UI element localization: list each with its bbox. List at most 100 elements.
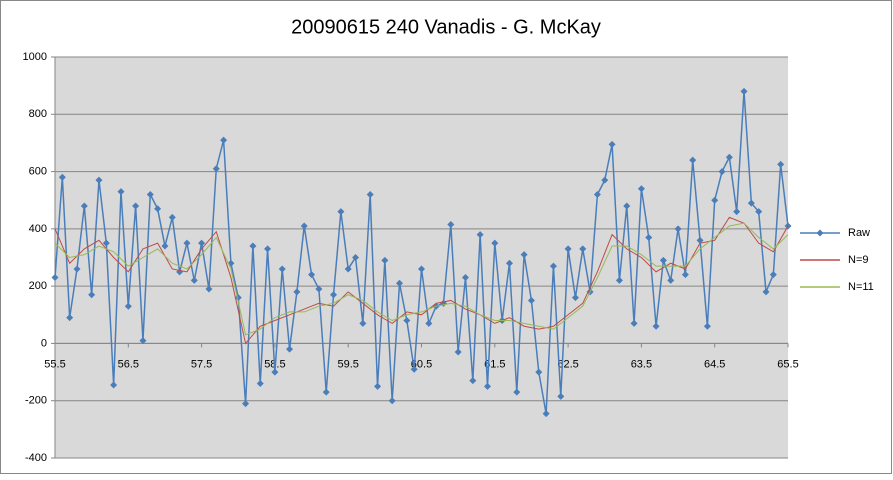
y-tick-label: 800: [29, 108, 47, 120]
data-point: [80, 202, 88, 210]
data-point: [264, 245, 272, 253]
data-point: [762, 288, 770, 296]
y-tick-label: 0: [41, 337, 47, 349]
data-point: [300, 222, 308, 230]
data-point: [256, 380, 264, 388]
y-tick-label: 200: [29, 280, 47, 292]
data-point: [476, 231, 484, 239]
data-point: [366, 190, 374, 198]
data-point: [681, 271, 689, 279]
data-point: [344, 265, 352, 273]
data-point: [652, 322, 660, 330]
data-point: [286, 345, 294, 353]
data-point: [608, 140, 616, 148]
x-tick-label: 56.5: [118, 358, 139, 370]
data-point: [58, 173, 66, 181]
data-point: [718, 168, 726, 176]
y-tick-label: -200: [25, 395, 47, 407]
data-point: [315, 285, 323, 293]
data-point: [777, 160, 785, 168]
plot-area: [55, 57, 788, 458]
data-point: [601, 176, 609, 184]
data-point: [51, 274, 59, 282]
series-line: [54, 222, 789, 336]
data-point: [146, 190, 154, 198]
legend-marker: [816, 229, 824, 237]
x-tick-label: 59.5: [337, 358, 358, 370]
data-point: [557, 392, 565, 400]
chart-title: 20090615 240 Vanadis - G. McKay: [291, 16, 601, 38]
data-point: [352, 254, 360, 261]
data-point: [212, 165, 220, 173]
data-point: [630, 319, 638, 327]
data-point: [513, 388, 521, 396]
data-point: [154, 205, 162, 213]
data-point: [483, 382, 491, 390]
data-point: [579, 245, 587, 253]
data-point: [308, 271, 316, 279]
data-point: [337, 208, 345, 216]
data-point: [220, 136, 228, 144]
data-point: [703, 322, 711, 330]
data-point: [388, 397, 396, 405]
data-point: [637, 185, 645, 193]
data-point: [659, 256, 667, 264]
data-point: [418, 265, 425, 273]
data-point: [403, 317, 411, 325]
data-point: [124, 302, 132, 310]
data-point: [322, 388, 330, 396]
data-point: [132, 202, 140, 210]
data-point: [535, 368, 543, 376]
x-tick-label: 60.5: [411, 358, 432, 370]
y-tick-label: -400: [25, 452, 47, 464]
data-point: [469, 377, 477, 385]
y-tick-label: 400: [29, 223, 47, 235]
data-point: [242, 400, 250, 408]
data-point: [139, 337, 147, 345]
data-point: [88, 291, 96, 299]
data-point: [520, 251, 528, 259]
x-tick-label: 63.5: [631, 358, 652, 370]
data-point: [110, 381, 118, 389]
data-point: [396, 279, 404, 287]
data-point: [696, 236, 704, 244]
data-point: [271, 368, 279, 376]
data-point: [674, 225, 682, 233]
data-point: [549, 262, 557, 270]
data-point: [564, 245, 572, 253]
data-point: [161, 242, 169, 250]
data-point: [542, 410, 550, 418]
data-point: [740, 87, 748, 95]
data-point: [293, 288, 301, 296]
data-point: [381, 256, 389, 264]
data-point: [183, 239, 191, 247]
data-point: [491, 239, 499, 247]
x-tick-label: 57.5: [191, 358, 212, 370]
data-point: [425, 319, 433, 327]
data-point: [623, 202, 631, 210]
data-point: [725, 153, 733, 161]
data-point: [374, 382, 382, 390]
x-tick-label: 64.5: [704, 358, 725, 370]
data-point: [645, 233, 653, 241]
data-point: [755, 208, 763, 216]
data-point: [190, 276, 198, 284]
data-point: [102, 239, 110, 247]
data-point: [168, 213, 176, 221]
data-point: [95, 176, 103, 184]
x-tick-label: 62.5: [557, 358, 578, 370]
data-point: [689, 156, 697, 164]
data-point: [66, 314, 74, 322]
x-tick-label: 55.5: [44, 358, 65, 370]
x-tick-label: 65.5: [777, 358, 798, 370]
data-point: [667, 276, 675, 284]
data-point: [278, 265, 286, 273]
data-point: [73, 265, 81, 273]
data-point: [615, 276, 623, 284]
data-point: [527, 296, 535, 304]
legend-label: N=9: [848, 254, 869, 266]
data-point: [593, 190, 601, 198]
legend-label: N=11: [848, 281, 874, 293]
data-point: [117, 188, 125, 196]
